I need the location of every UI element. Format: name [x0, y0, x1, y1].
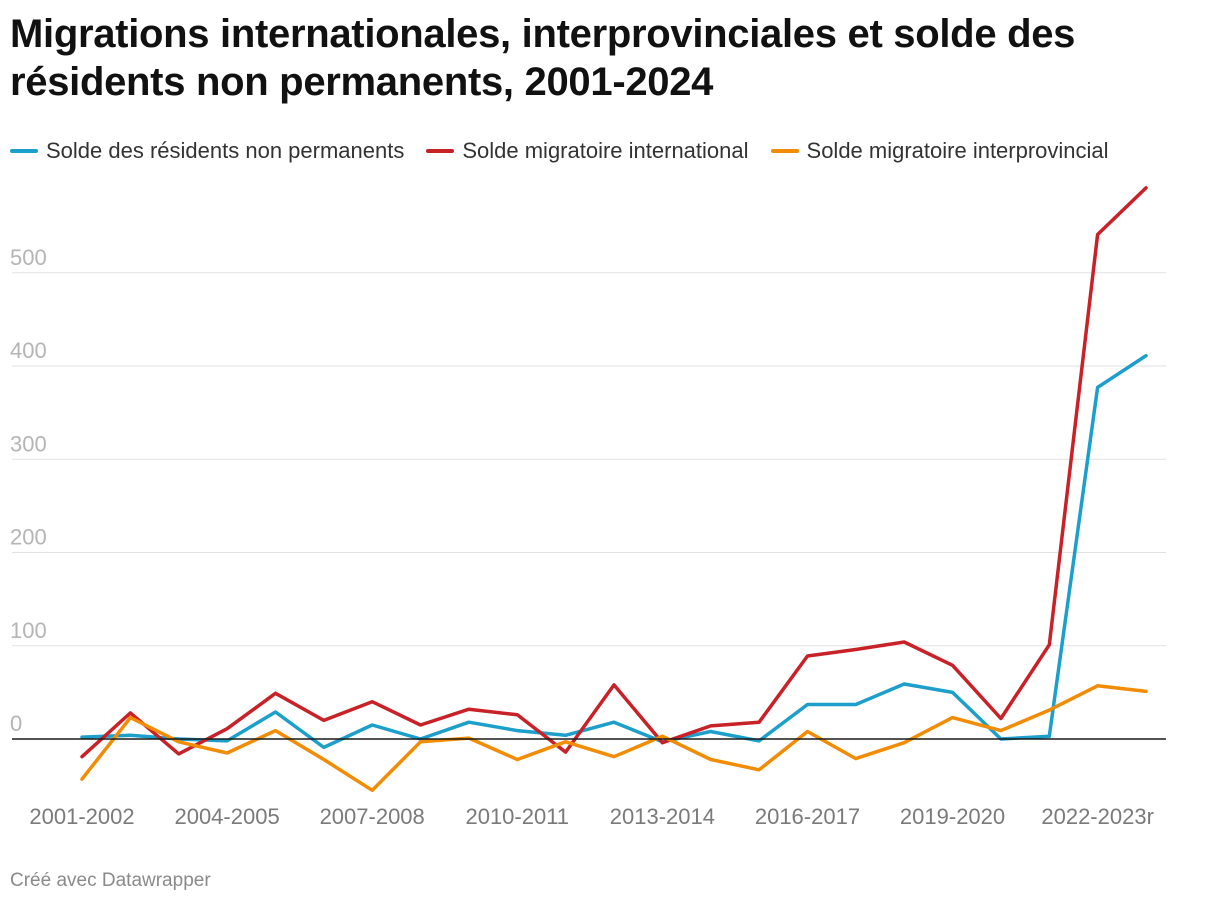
y-tick-label-400: 400: [10, 338, 47, 363]
x-tick-label-6: 2019-2020: [900, 804, 1005, 829]
series-line-1: [80, 186, 1148, 759]
legend-swatch-international: [426, 149, 455, 153]
credit-footer: Créé avec Datawrapper: [10, 870, 211, 891]
series-line-2: [80, 684, 1148, 793]
chart-legend: Solde des résidents non permanents Solde…: [10, 136, 1109, 166]
x-tick-label-1: 2004-2005: [174, 804, 279, 829]
x-tick-label-7: 2022-2023r: [1041, 804, 1154, 829]
chart-title: Migrations internationales, interprovinc…: [10, 12, 1076, 104]
legend-swatch-interprovincial: [770, 149, 799, 153]
y-tick-label-0: 0: [10, 711, 22, 736]
legend-label-international: Solde migratoire international: [462, 138, 749, 163]
series-line-0: [80, 353, 1148, 750]
legend-item-residents-non-permanents: Solde des résidents non permanents: [10, 138, 404, 164]
legend-label-residents-non-permanents: Solde des résidents non permanents: [46, 138, 405, 163]
y-tick-label-300: 300: [10, 431, 47, 456]
y-tick-label-100: 100: [10, 618, 47, 643]
x-tick-label-3: 2010-2011: [465, 804, 569, 829]
x-tick-label-5: 2016-2017: [755, 804, 860, 829]
x-tick-label-2: 2007-2008: [320, 804, 425, 829]
x-tick-label-0: 2001-2002: [29, 804, 134, 829]
legend-item-interprovincial: Solde migratoire interprovincial: [770, 138, 1109, 164]
y-tick-label-200: 200: [10, 525, 47, 550]
legend-swatch-residents-non-permanents: [10, 149, 38, 153]
x-tick-label-4: 2013-2014: [610, 804, 715, 829]
legend-item-international: Solde migratoire international: [426, 138, 749, 164]
line-chart: 0 100 200 300 400 500 2001-2002 2004-2005 2007-2…: [10, 186, 1166, 829]
y-tick-label-500: 500: [10, 245, 47, 270]
legend-label-interprovincial: Solde migratoire interprovincial: [806, 138, 1109, 163]
